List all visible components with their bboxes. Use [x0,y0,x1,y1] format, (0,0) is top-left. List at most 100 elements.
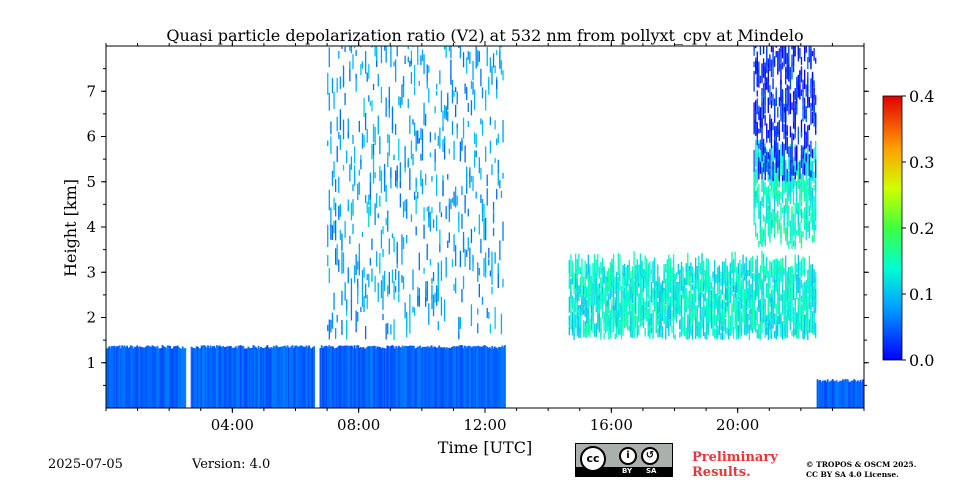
region-cell [811,281,814,295]
region-cell [758,299,760,308]
region-cell [800,305,803,316]
region-cell [704,309,706,317]
region-cell [601,293,604,315]
region-cell [803,334,806,339]
region-cell [374,46,376,57]
region-cell [633,280,635,296]
region-cell [710,290,713,296]
region-cell [614,333,616,340]
region-cell [685,327,687,340]
region-cell [481,87,484,99]
region-cell [794,171,796,180]
region-cell [608,314,610,328]
region-cell [649,319,651,335]
region-cell [638,282,640,288]
region-cell [461,186,463,195]
region-cell [811,51,814,57]
region-cell [459,319,462,328]
region-cell [306,347,309,408]
region-cell [777,121,779,137]
region-cell [785,323,787,339]
region-cell [649,318,651,326]
region-cell [608,317,610,340]
region-cell [788,176,790,184]
region-cell [355,49,357,56]
region-cell [462,117,465,139]
region-cell [839,380,842,408]
region-cell [755,287,757,296]
region-cell [380,229,383,249]
region-cell [327,224,329,248]
region-cell [462,52,465,68]
region-cell [745,268,747,291]
region-cell [778,54,781,62]
region-cell [802,325,804,340]
region-cell [796,180,798,196]
region-cell [383,46,386,51]
region-cell [799,85,801,97]
region-cell [778,129,781,141]
region-cell [777,175,779,184]
region-cell [418,138,420,144]
region-cell [811,187,814,202]
region-cell [706,313,708,325]
region-cell [394,269,397,281]
region-cell [420,55,422,66]
region-cell [478,214,480,235]
region-cell [352,184,354,192]
region-cell [792,112,795,122]
region-cell [748,292,751,309]
region-cell [657,281,659,298]
region-cell [362,346,365,408]
region-cell [150,346,153,408]
region-cell [489,324,492,334]
region-cell [499,181,501,189]
region-cell [830,380,833,408]
region-cell [657,328,659,338]
region-cell [385,323,387,340]
region-cell [448,347,451,408]
region-cell [458,211,460,233]
region-cell [742,254,744,275]
region-cell [788,301,790,321]
region-cell [571,300,574,306]
region-cell [620,302,623,321]
region-cell [431,347,434,408]
region-cell [424,113,427,126]
region-cell [778,190,781,205]
region-cell [175,346,178,408]
region-cell [810,264,812,286]
region-cell [464,198,466,206]
region-cell [758,157,760,180]
region-cell [439,201,441,213]
region-cell [736,279,738,294]
region-cell [579,315,582,333]
region-cell [412,345,415,408]
region-cell [815,191,817,210]
region-cell [443,105,446,119]
region-cell [797,306,799,322]
region-cell [410,59,413,65]
region-cell [693,272,695,295]
region-cell [807,303,809,321]
region-cell [415,348,418,408]
region-cell [770,139,773,161]
region-cell [436,91,438,96]
region-cell [377,213,379,219]
region-cell [739,268,741,286]
region-cell [770,132,773,138]
region-cell [584,275,586,291]
region-cell [690,264,692,277]
region-cell [390,51,392,68]
region-cell [371,144,373,160]
region-cell [409,115,411,134]
region-cell [322,348,324,408]
region-cell [772,46,774,53]
region-cell [753,149,755,172]
x-tick-label: 08:00 [337,416,380,434]
region-cell [725,288,727,300]
region-cell [380,280,383,299]
region-cell [810,103,812,125]
region-cell [387,152,389,168]
region-cell [775,155,777,170]
